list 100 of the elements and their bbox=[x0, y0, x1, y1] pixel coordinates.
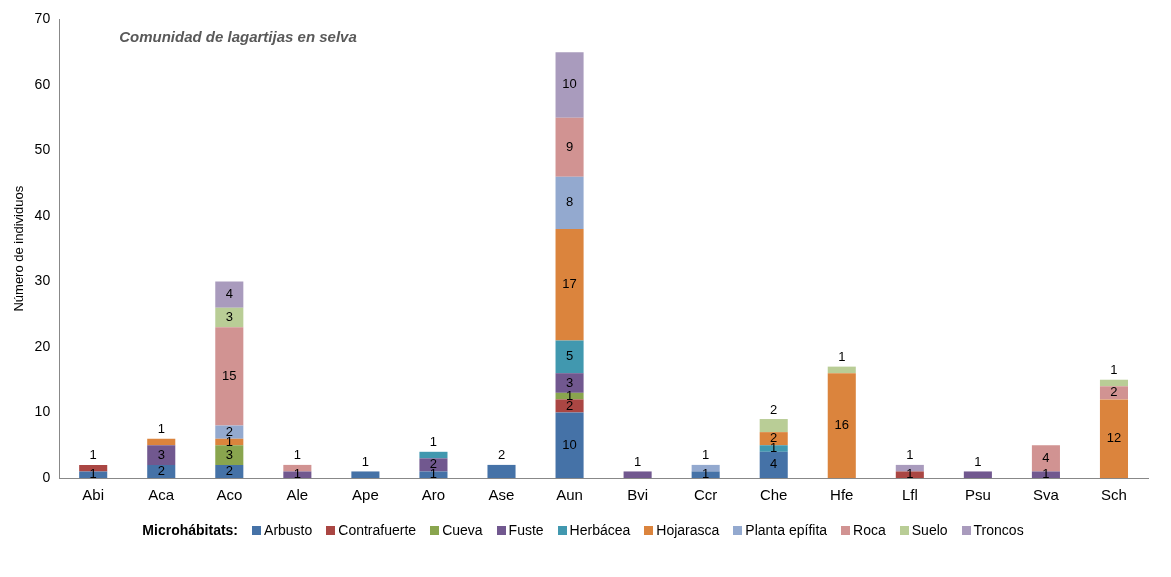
bar bbox=[555, 412, 584, 478]
y-axis-title: Número de individuos bbox=[11, 185, 27, 312]
bar bbox=[487, 464, 516, 478]
data-label: 9 bbox=[565, 138, 574, 154]
legend-label: Herbácea bbox=[569, 522, 631, 538]
bar bbox=[759, 451, 788, 478]
bar bbox=[1099, 379, 1129, 387]
data-label: 5 bbox=[565, 348, 574, 364]
bar bbox=[555, 176, 584, 230]
data-label: 1 bbox=[361, 454, 370, 470]
y-tick-label: 0 bbox=[42, 468, 51, 485]
legend-label: Cueva bbox=[442, 522, 483, 538]
legend-label: Fuste bbox=[508, 522, 544, 538]
data-label: 16 bbox=[834, 417, 849, 433]
bar bbox=[827, 373, 856, 478]
x-tick-label: Ale bbox=[286, 486, 309, 504]
bar bbox=[827, 366, 856, 374]
legend-label: Troncos bbox=[973, 522, 1024, 538]
data-label: 3 bbox=[565, 374, 574, 390]
data-label: 1 bbox=[838, 349, 846, 365]
data-label: 4 bbox=[225, 286, 233, 302]
data-label: 2 bbox=[225, 463, 233, 479]
y-tick-label: 10 bbox=[34, 403, 51, 420]
legend-title: Microhábitats: bbox=[142, 522, 239, 538]
bar bbox=[215, 281, 244, 308]
bar bbox=[555, 373, 584, 393]
bar bbox=[555, 52, 584, 118]
bar bbox=[759, 419, 788, 433]
bar bbox=[351, 471, 380, 478]
bar bbox=[691, 471, 720, 478]
data-label: 17 bbox=[562, 276, 577, 292]
bar bbox=[79, 471, 108, 478]
y-tick-label: 60 bbox=[34, 75, 51, 92]
x-tick-label: Sch bbox=[1101, 486, 1127, 504]
data-label: 2 bbox=[497, 447, 506, 463]
y-tick-label: 40 bbox=[34, 206, 51, 223]
y-tick-label: 70 bbox=[34, 10, 51, 27]
x-tick-label: Aca bbox=[148, 486, 175, 504]
x-tick-label: Psu bbox=[964, 486, 991, 504]
bar bbox=[215, 445, 244, 465]
data-label: 1 bbox=[633, 454, 642, 470]
x-tick-label: Ape bbox=[352, 486, 379, 504]
y-tick-label: 30 bbox=[34, 272, 51, 289]
data-label: 10 bbox=[562, 76, 577, 92]
y-tick-label: 50 bbox=[34, 141, 51, 158]
bar bbox=[623, 471, 652, 478]
data-label: 4 bbox=[1042, 449, 1050, 465]
data-label: 2 bbox=[1110, 384, 1118, 400]
data-label: 1 bbox=[906, 466, 914, 482]
data-label: 3 bbox=[225, 446, 233, 462]
bar bbox=[555, 229, 584, 341]
legend-label: Planta epífita bbox=[745, 522, 828, 538]
bar bbox=[215, 327, 244, 426]
y-tick-label: 20 bbox=[34, 337, 51, 354]
data-label: 1 bbox=[702, 447, 710, 463]
legend-label: Suelo bbox=[911, 522, 948, 538]
data-label: 10 bbox=[562, 436, 577, 452]
data-label: 1 bbox=[157, 421, 165, 437]
bar bbox=[1099, 399, 1129, 478]
x-tick-label: Aun bbox=[556, 486, 583, 504]
data-label: 1 bbox=[1110, 362, 1118, 378]
data-label: 1 bbox=[89, 447, 97, 463]
data-label: 2 bbox=[770, 401, 778, 417]
bar bbox=[895, 471, 924, 478]
data-label: 1 bbox=[702, 466, 710, 482]
legend-label: Contrafuerte bbox=[338, 522, 417, 538]
legend-label: Hojarasca bbox=[656, 522, 720, 538]
data-label: 15 bbox=[222, 368, 237, 384]
x-tick-label: Aro bbox=[421, 486, 446, 504]
bar bbox=[963, 471, 992, 478]
data-label: 1 bbox=[906, 447, 914, 463]
bar bbox=[759, 445, 788, 452]
legend-label: Arbusto bbox=[264, 522, 313, 538]
data-label: 4 bbox=[770, 456, 778, 472]
data-label: 2 bbox=[157, 463, 165, 479]
x-tick-label: Ase bbox=[488, 486, 515, 504]
data-label: 1 bbox=[89, 466, 97, 482]
data-label: 12 bbox=[1106, 430, 1122, 446]
x-tick-label: Lfl bbox=[901, 486, 918, 504]
bar bbox=[555, 340, 584, 374]
x-tick-label: Sva bbox=[1032, 486, 1060, 504]
data-label: 8 bbox=[565, 194, 574, 210]
bar bbox=[555, 117, 584, 177]
data-label: 1 bbox=[293, 447, 301, 463]
x-tick-label: Aco bbox=[216, 486, 243, 504]
data-label: 3 bbox=[225, 309, 233, 325]
data-label: 1 bbox=[429, 434, 438, 450]
x-tick-label: Hfe bbox=[830, 486, 854, 504]
bar bbox=[419, 471, 448, 478]
legend-label: Roca bbox=[853, 522, 886, 538]
data-label: 3 bbox=[157, 446, 165, 462]
bar bbox=[147, 445, 176, 465]
x-tick-label: Ccr bbox=[694, 486, 718, 504]
x-tick-label: Abi bbox=[82, 486, 105, 504]
bar bbox=[1031, 471, 1060, 478]
bar bbox=[283, 471, 312, 478]
x-tick-label: Bvi bbox=[627, 486, 649, 504]
bar bbox=[419, 451, 448, 459]
data-label: 1 bbox=[974, 454, 982, 470]
text: Comunidad de lagartijas en selva bbox=[119, 27, 357, 45]
